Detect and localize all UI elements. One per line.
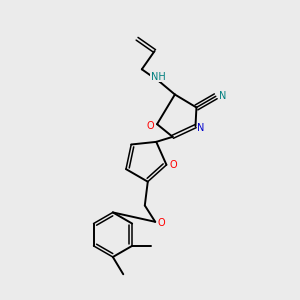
Text: O: O [147, 121, 154, 131]
Text: NH: NH [151, 72, 165, 82]
Text: N: N [197, 123, 205, 133]
Text: N: N [219, 91, 226, 101]
Text: O: O [158, 218, 166, 228]
Text: O: O [169, 160, 177, 170]
